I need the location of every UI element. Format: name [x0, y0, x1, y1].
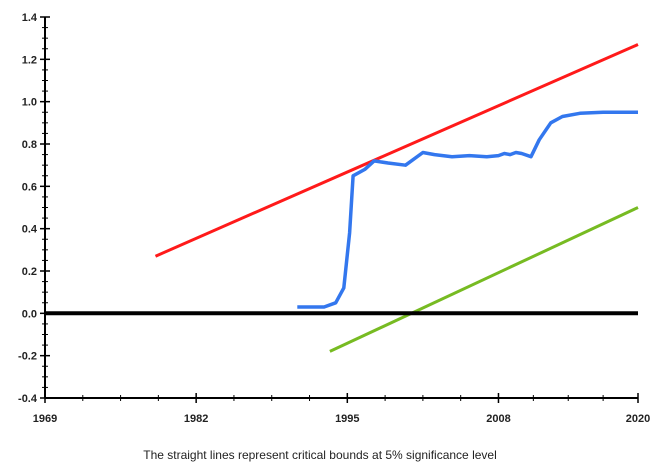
x-tick-label: 2008 — [486, 413, 510, 425]
chart-caption: The straight lines represent critical bo… — [143, 448, 497, 462]
upper-bound-line — [154, 43, 639, 258]
series-layer — [45, 43, 639, 353]
x-tick-label: 1995 — [335, 413, 359, 425]
y-tick-label: 0.2 — [22, 266, 37, 278]
x-tick-label: 1982 — [184, 413, 208, 425]
y-tick-label: 1.0 — [22, 97, 37, 109]
y-tick-label: 0.6 — [22, 181, 37, 193]
y-tick-label: -0.2 — [18, 351, 37, 363]
y-tick-label: 0.0 — [22, 308, 37, 320]
cusum-line — [297, 110, 638, 309]
y-tick-label: 0.8 — [22, 139, 37, 151]
x-tick-label: 2020 — [626, 413, 650, 425]
ticks-layer: 1.4 1.2 1.0 0.8 0.6 0.4 0.2 0.0 -0.2 -0.4 1969 1982… — [18, 12, 650, 425]
y-tick-label: 1.4 — [22, 12, 38, 24]
axes-layer — [44, 17, 638, 399]
x-tick-label: 1969 — [33, 413, 57, 425]
y-tick-label: 1.2 — [22, 54, 37, 66]
lower-bound-line — [329, 206, 639, 353]
y-tick-label: -0.4 — [18, 393, 38, 405]
y-tick-label: 0.4 — [22, 224, 38, 236]
